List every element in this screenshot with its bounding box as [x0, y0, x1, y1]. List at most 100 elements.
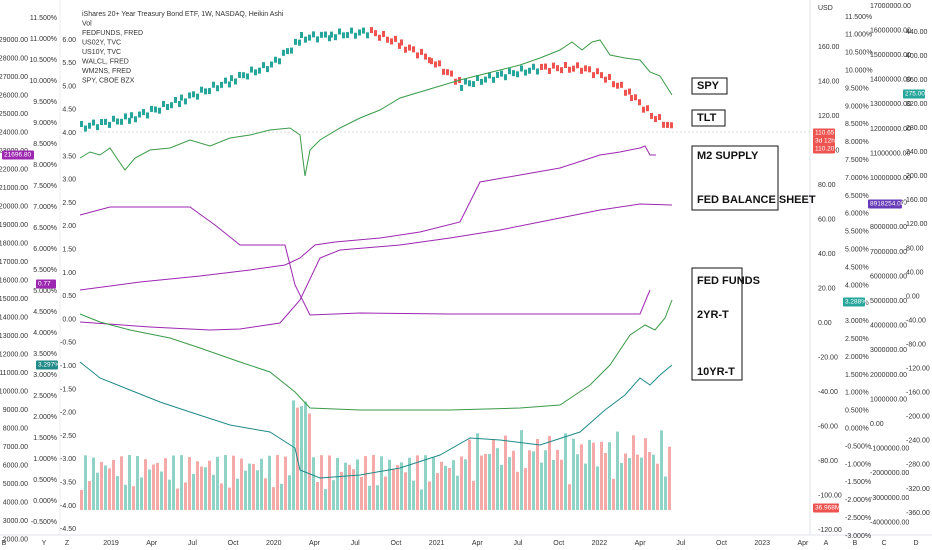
- volume-bar: [608, 442, 611, 510]
- axis-label: -80.00: [906, 341, 926, 348]
- axis-label: 6000.00: [3, 462, 28, 469]
- volume-bar: [380, 456, 383, 510]
- axis-label: 7.000%: [845, 175, 869, 182]
- candle: [370, 27, 373, 34]
- axis-label: 160.00: [818, 44, 840, 51]
- axis-label: 0.00: [906, 293, 920, 300]
- candle: [308, 34, 311, 41]
- axis-label: 140.00: [818, 78, 840, 85]
- volume-bar: [476, 433, 479, 510]
- annotation: 10YR-T: [697, 366, 735, 378]
- candle: [412, 46, 415, 53]
- axis-label: 11.500%: [845, 14, 872, 21]
- candle: [390, 38, 393, 45]
- date-label: 2019: [103, 540, 119, 547]
- volume-bar: [300, 406, 303, 510]
- axis-label: 2.00: [62, 223, 76, 230]
- axis-label: 7000.00: [3, 444, 28, 451]
- volume-bar: [544, 450, 547, 510]
- axis-label: 0.500%: [845, 408, 869, 415]
- candle: [488, 72, 491, 79]
- volume-bar: [512, 450, 515, 510]
- volume-bar: [92, 457, 95, 510]
- volume-bar: [664, 476, 667, 510]
- axis-label: 8.000%: [33, 162, 57, 169]
- volume-bar: [412, 480, 415, 510]
- axis-label: 5.50: [62, 60, 76, 67]
- axis-label: -2.00: [60, 410, 76, 417]
- volume-bar: [376, 485, 379, 510]
- volume-bar: [80, 490, 83, 510]
- axis-label: 8.500%: [33, 141, 57, 148]
- volume-bar: [408, 457, 411, 510]
- candle: [328, 35, 331, 42]
- volume-bar: [176, 488, 179, 510]
- axis-label: -20.00: [818, 354, 838, 361]
- volume-bar: [84, 455, 87, 510]
- axis-label: 9.500%: [845, 85, 869, 92]
- axis-label: -360.00: [906, 510, 930, 517]
- price-badge: [2, 150, 34, 160]
- volume-bar: [156, 462, 159, 510]
- candle: [138, 111, 141, 118]
- axis-label: -1000000.00: [870, 446, 909, 453]
- axis-label: -4.50: [60, 526, 76, 533]
- annotation-box: [691, 77, 728, 95]
- volume-bar: [224, 455, 227, 510]
- volume-bar: [472, 480, 475, 510]
- candle: [620, 81, 623, 88]
- candle: [212, 81, 215, 88]
- axis-label: 20000.00: [0, 203, 28, 210]
- currency: USD: [818, 5, 833, 12]
- volume-bar: [428, 481, 431, 510]
- volume-bar: [112, 459, 115, 510]
- candle: [524, 69, 527, 76]
- candle: [300, 32, 303, 39]
- candle: [476, 75, 479, 82]
- price-badge-label: 3.288%: [845, 299, 867, 306]
- axis-label: 22000.00: [0, 166, 28, 173]
- date-label: Apr: [797, 540, 809, 547]
- date-label: Oct: [390, 540, 401, 547]
- axis-label: 4000.00: [3, 499, 28, 506]
- candle: [492, 76, 495, 83]
- candle: [124, 113, 127, 120]
- axis-label: 320.00: [906, 101, 928, 108]
- axis-label: 60.00: [818, 216, 836, 223]
- candle: [130, 112, 133, 119]
- axis-label: 5.500%: [845, 229, 869, 236]
- volume-bar: [548, 435, 551, 510]
- volume-bar: [480, 455, 483, 510]
- volume-bar: [328, 455, 331, 510]
- volume-bar: [624, 453, 627, 510]
- axis-label: 5.000%: [845, 247, 869, 254]
- axis-label: -4000000.00: [870, 519, 909, 526]
- volume-bar: [168, 479, 171, 510]
- axis-label: -100.00: [818, 492, 842, 499]
- axis-label: 19000.00: [0, 222, 28, 229]
- volume-bar: [592, 442, 595, 510]
- axis-label: 0.500%: [33, 477, 57, 484]
- axis-label: 6.000%: [845, 211, 869, 218]
- axis-label: 5.500%: [33, 267, 57, 274]
- legend-entry: iShares 20+ Year Treasury Bond ETF, 1W, …: [82, 11, 284, 18]
- candle: [532, 63, 535, 70]
- volume-bar: [128, 455, 131, 510]
- candle: [428, 57, 431, 64]
- candle: [468, 80, 471, 87]
- axis-label: -320.00: [906, 486, 930, 493]
- candle: [560, 67, 563, 74]
- scale-letter: B: [853, 540, 858, 547]
- date-label: 2023: [754, 540, 770, 547]
- axis-label: 20.00: [818, 285, 836, 292]
- us10-line: [79, 361, 673, 479]
- candle: [556, 65, 559, 72]
- axis-label: 4.50: [62, 107, 76, 114]
- volume-bar: [340, 471, 343, 510]
- candle: [238, 71, 241, 78]
- volume-bar: [564, 433, 567, 510]
- candle: [374, 30, 377, 37]
- axis-label: 6.00: [62, 37, 76, 44]
- volume-bar: [444, 465, 447, 510]
- axis-label: 12000000.00: [870, 126, 911, 133]
